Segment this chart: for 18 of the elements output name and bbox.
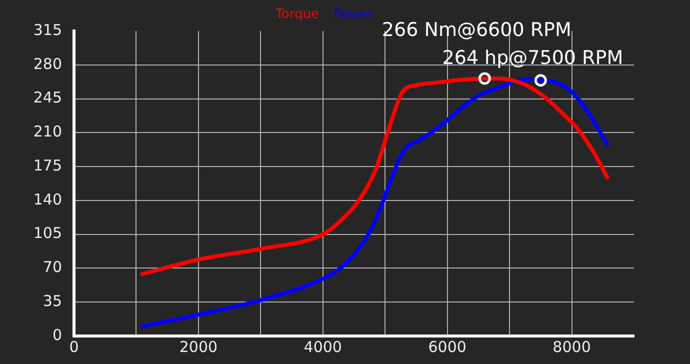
y-tick-label: 0 (52, 326, 62, 344)
annotation: 266 Nm@6600 RPM (382, 18, 572, 41)
text: Torque (274, 6, 319, 22)
y-tick-label: 245 (33, 88, 62, 107)
x-tick-label: 2000 (179, 338, 218, 356)
x-tick-label: 6000 (428, 338, 466, 356)
y-tick-label: 175 (33, 156, 62, 174)
y-tick-label: 105 (33, 224, 62, 242)
text: Power (333, 6, 374, 22)
y-tick-label: 315 (33, 20, 62, 39)
x-tick-label: 4000 (304, 338, 342, 356)
x-tick-label: 8000 (552, 338, 591, 356)
y-tick-label: 210 (33, 122, 62, 141)
y-tick-label: 280 (33, 54, 62, 73)
y-tick-label: 35 (42, 292, 62, 310)
y-tick-label: 70 (42, 258, 62, 276)
x-tick-label: 0 (69, 338, 79, 356)
y-tick-label: 140 (33, 190, 62, 208)
